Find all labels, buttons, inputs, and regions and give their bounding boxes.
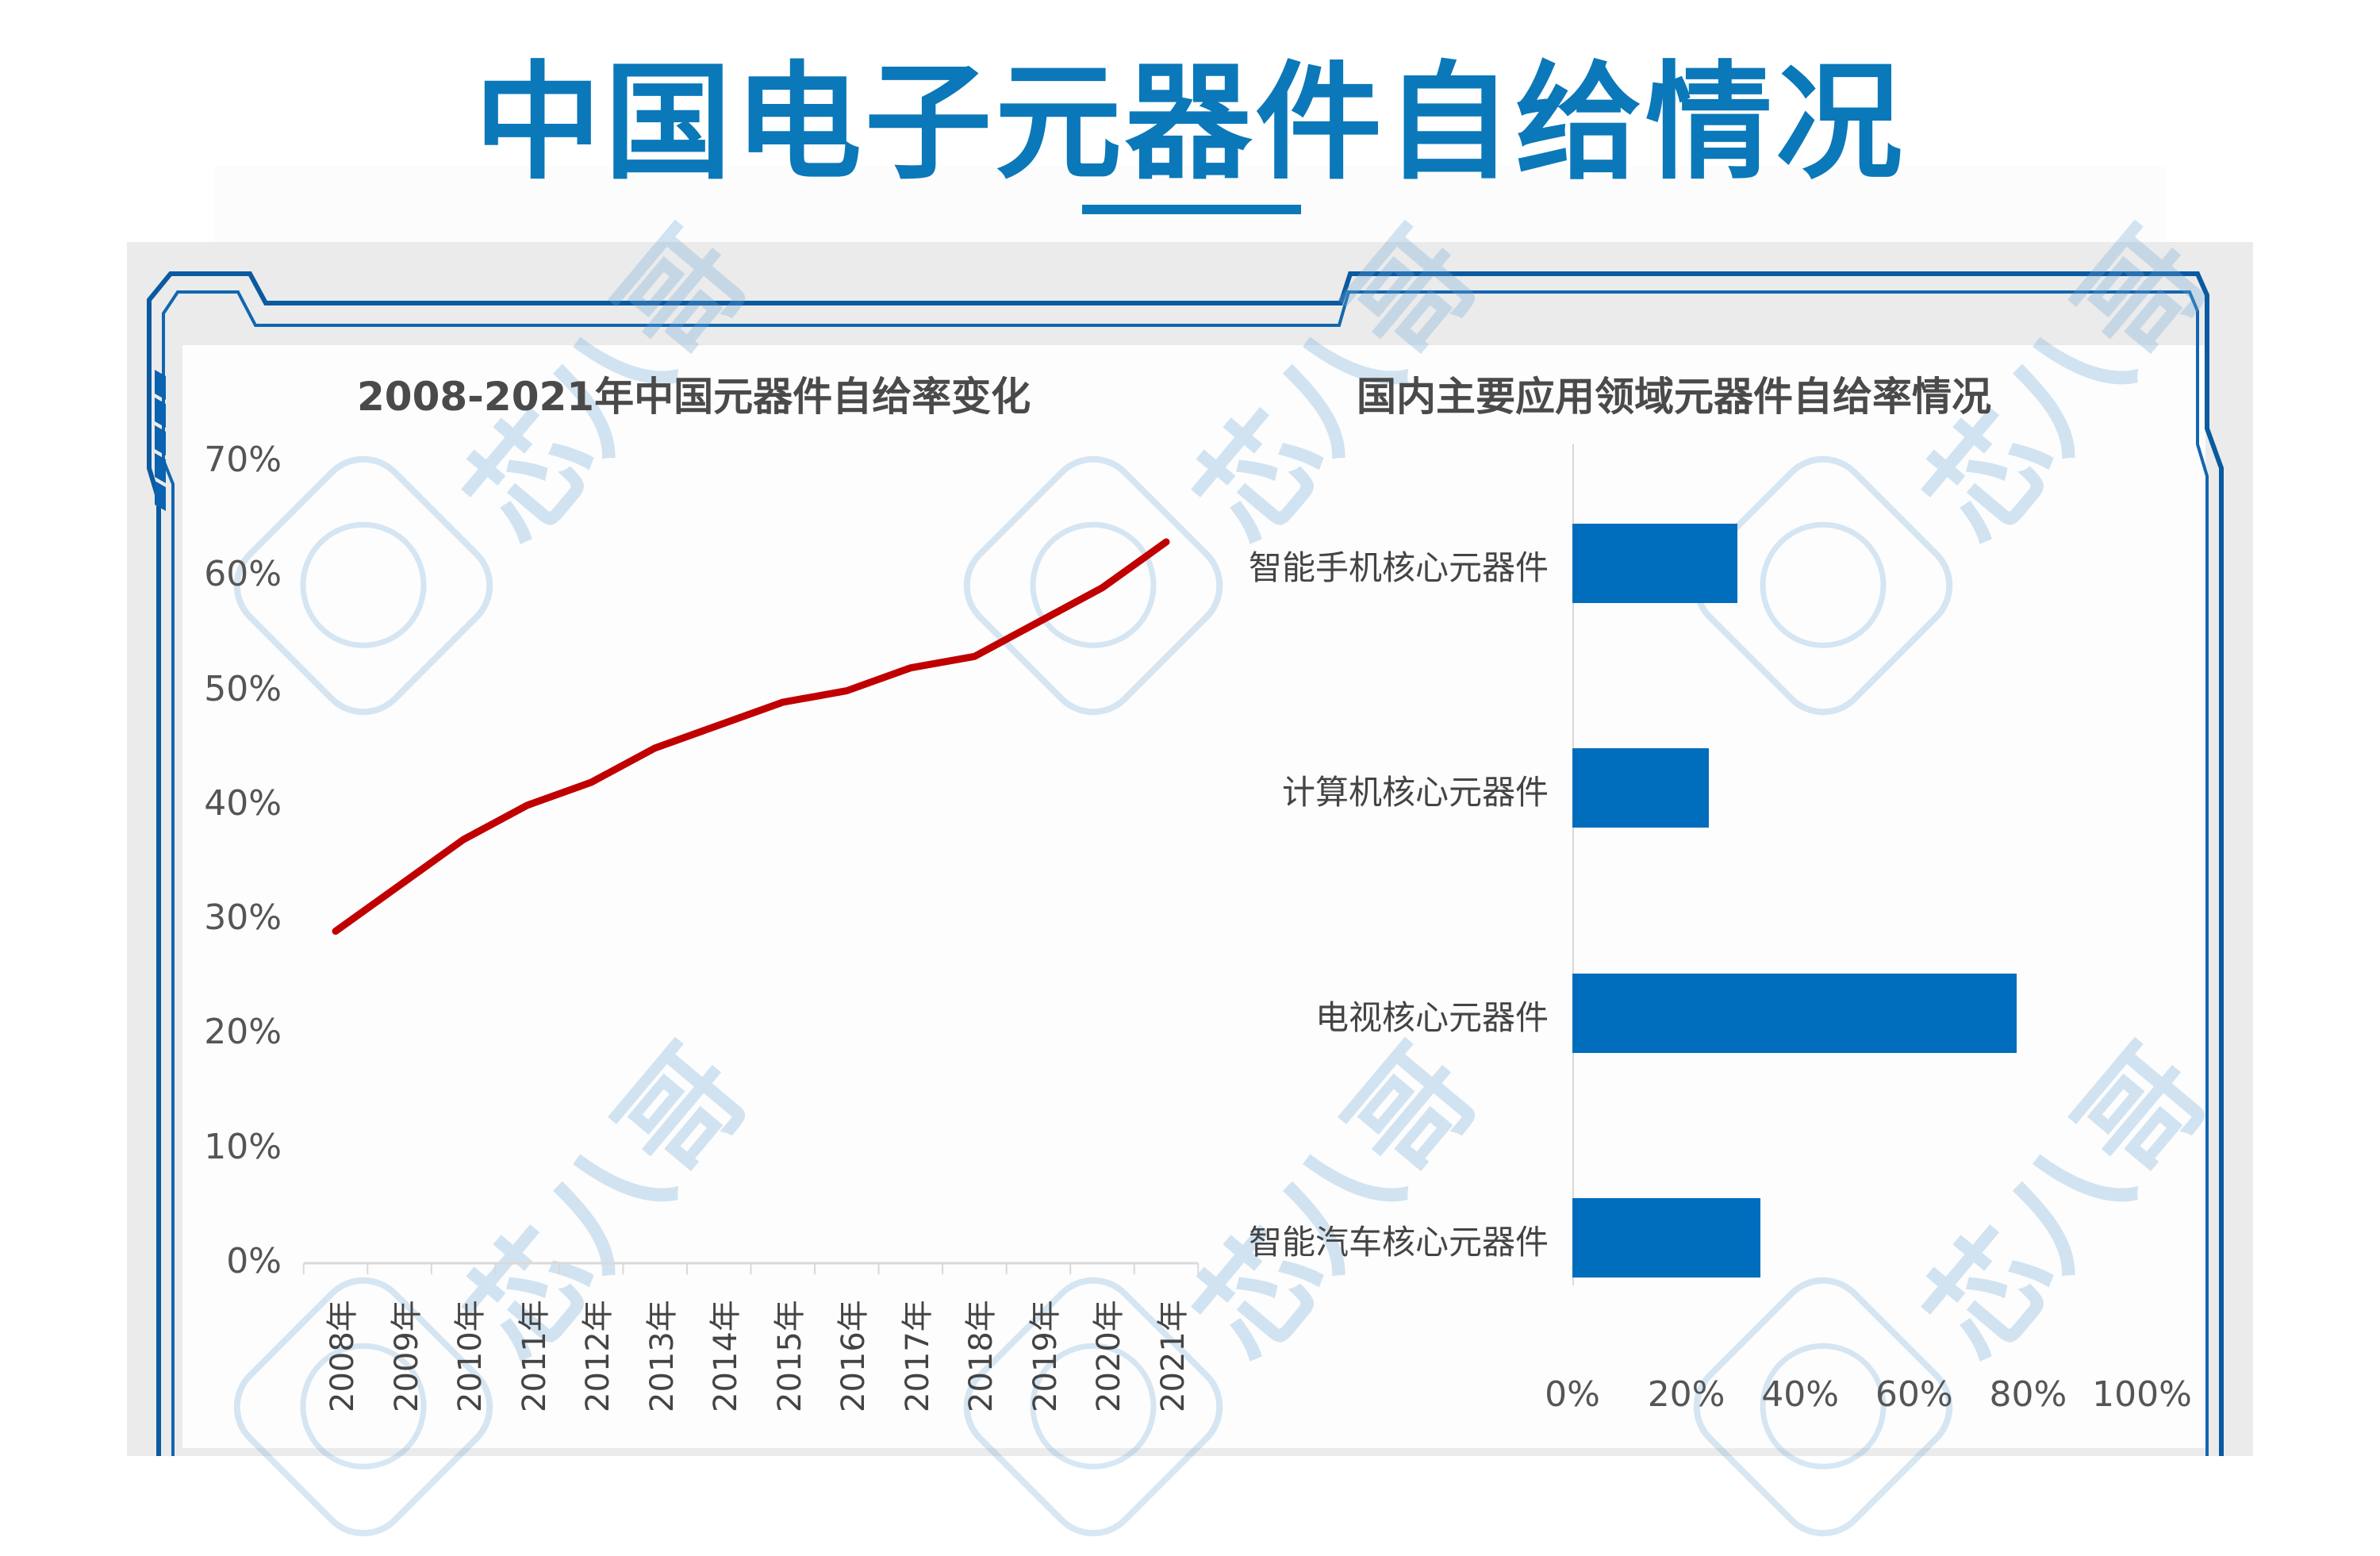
y-tick-label: 40% [204, 782, 282, 824]
line-chart-plot [302, 538, 1200, 1274]
title-underline [1082, 205, 1301, 214]
x-tick-label: 2020年 [1091, 1300, 1128, 1412]
y-tick-label: 60% [204, 554, 282, 595]
bar-x-tick-label: 100% [2092, 1374, 2192, 1415]
self-sufficiency-line [332, 538, 1170, 936]
y-tick-label: 20% [204, 1012, 282, 1053]
x-tick-label: 2009年 [388, 1300, 425, 1412]
x-tick-label: 2015年 [771, 1300, 808, 1412]
y-tick-label: 50% [204, 668, 282, 709]
bar-category-label: 智能手机核心元器件 [1248, 548, 1549, 587]
bar [1572, 974, 2017, 1053]
bar-chart-title: 国内主要应用领域元器件自给率情况 [1357, 374, 1991, 420]
bar-x-tick-label: 60% [1875, 1374, 1953, 1415]
x-tick-label: 2012年 [580, 1300, 617, 1412]
bar-x-tick-label: 80% [1989, 1374, 2067, 1415]
bar-x-tick-label: 20% [1647, 1374, 1726, 1415]
bar [1572, 1198, 1760, 1277]
x-tick-label: 2016年 [835, 1300, 873, 1412]
x-tick-label: 2008年 [324, 1300, 361, 1412]
y-tick-label: 70% [204, 440, 282, 480]
bar-chart-axis-line [1572, 444, 1574, 1285]
y-tick-label: 10% [204, 1126, 282, 1167]
x-tick-label: 2019年 [1027, 1300, 1064, 1412]
x-tick-label: 2018年 [963, 1300, 1000, 1412]
bar-category-label: 智能汽车核心元器件 [1248, 1223, 1549, 1262]
bar [1572, 524, 1738, 603]
bar-x-tick-label: 40% [1761, 1374, 1840, 1415]
bar-category-label: 电视核心元器件 [1315, 998, 1549, 1037]
x-tick-label: 2017年 [899, 1300, 936, 1412]
bar-category-label: 计算机核心元器件 [1281, 773, 1549, 812]
x-tick-label: 2014年 [708, 1300, 745, 1412]
x-tick-label: 2013年 [643, 1300, 681, 1412]
y-tick-label: 0% [226, 1241, 282, 1281]
y-tick-label: 30% [204, 897, 282, 939]
bar [1572, 748, 1710, 828]
x-tick-label: 2011年 [516, 1300, 553, 1412]
line-chart-title: 2008-2021年中国元器件自给率变化 [357, 374, 1031, 420]
page-title: 中国电子元器件自给情况 [474, 48, 1906, 197]
x-tick-label: 2010年 [452, 1300, 489, 1412]
bar-x-tick-label: 0% [1545, 1374, 1600, 1415]
x-tick-label: 2021年 [1155, 1300, 1192, 1412]
